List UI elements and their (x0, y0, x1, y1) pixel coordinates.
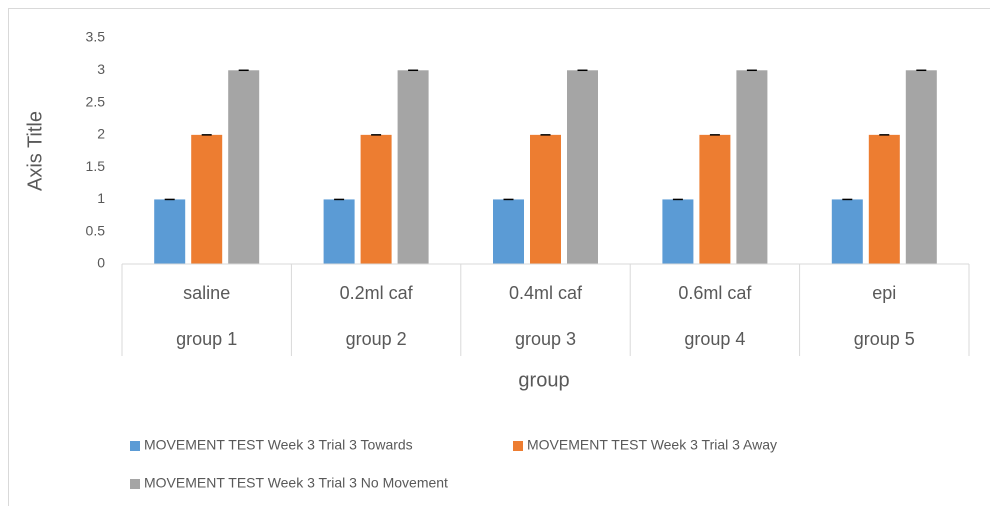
legend-swatch (513, 441, 523, 451)
x-tick-label: epi (872, 283, 896, 303)
legend-label: MOVEMENT TEST Week 3 Trial 3 Away (527, 437, 777, 453)
y-tick-label: 3 (97, 61, 105, 77)
y-tick-label: 0 (97, 255, 105, 271)
x-group-label: group 4 (684, 329, 745, 349)
bar (905, 70, 937, 265)
y-tick-label: 1 (97, 190, 105, 206)
y-tick-label: 2 (97, 126, 105, 142)
legend-label: MOVEMENT TEST Week 3 Trial 3 Towards (144, 437, 413, 453)
bar (699, 134, 731, 264)
x-tick-label: saline (183, 283, 230, 303)
bar (567, 70, 598, 265)
bar (191, 134, 223, 264)
y-tick-label: 0.5 (86, 222, 106, 238)
y-axis-title: Axis Title (24, 111, 46, 191)
x-group-label: group 2 (346, 329, 407, 349)
bar (397, 70, 429, 265)
bar (831, 199, 863, 264)
x-tick-label: 0.4ml caf (509, 283, 583, 303)
x-group-label: group 3 (515, 329, 576, 349)
bar (360, 134, 392, 264)
x-group-label: group 5 (854, 329, 915, 349)
legend-swatch (130, 479, 140, 489)
bar (323, 199, 355, 264)
bar (154, 199, 186, 264)
y-tick-label: 2.5 (86, 93, 106, 109)
bar (662, 199, 694, 264)
bar (868, 134, 900, 264)
legend-label: MOVEMENT TEST Week 3 Trial 3 No Movement (144, 475, 448, 491)
x-axis-title: group (518, 369, 569, 391)
legend-swatch (130, 441, 140, 451)
bar (228, 70, 260, 265)
x-tick-label: 0.6ml caf (678, 283, 752, 303)
bar (530, 134, 561, 264)
y-tick-label: 1.5 (86, 158, 106, 174)
y-tick-label: 3.5 (86, 29, 106, 45)
bar (736, 70, 768, 265)
bar (493, 199, 524, 264)
x-group-label: group 1 (176, 329, 237, 349)
x-tick-label: 0.2ml caf (340, 283, 414, 303)
